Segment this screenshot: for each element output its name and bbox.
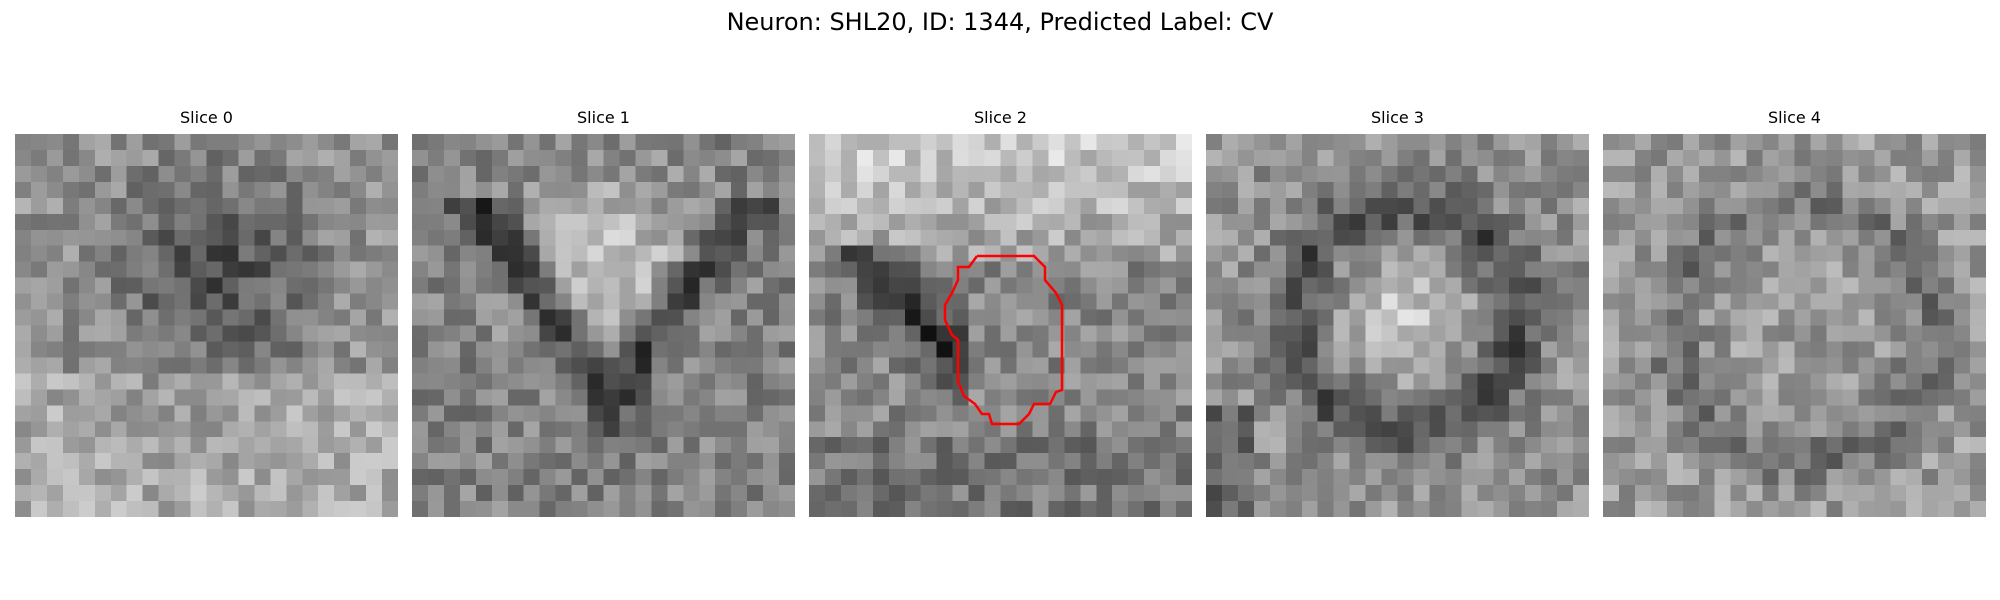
- slice-3-image: [1206, 134, 1589, 517]
- slice-2-image: [809, 134, 1192, 517]
- figure-title: Neuron: SHL20, ID: 1344, Predicted Label…: [726, 8, 1274, 36]
- slice-title: Slice 0: [180, 108, 233, 127]
- roi-overlay: [943, 254, 1064, 426]
- roi-contour: [943, 254, 1064, 426]
- slice-0-image: [15, 134, 398, 517]
- slice-panel-1: Slice 1: [412, 108, 795, 517]
- slice-title: Slice 2: [974, 108, 1027, 127]
- slice-panel-4: Slice 4: [1603, 108, 1986, 517]
- slice-title: Slice 3: [1371, 108, 1424, 127]
- slice-panel-0: Slice 0: [15, 108, 398, 517]
- slice-image: [412, 134, 795, 517]
- slice-image: [1603, 134, 1986, 517]
- slice-1-image: [412, 134, 795, 517]
- slice-4-image: [1603, 134, 1986, 517]
- slice-image: [1206, 134, 1589, 517]
- slice-panel-3: Slice 3: [1206, 108, 1589, 517]
- slice-image: [15, 134, 398, 517]
- slice-title: Slice 4: [1768, 108, 1821, 127]
- slice-panel-2: Slice 2: [809, 108, 1192, 517]
- slice-title: Slice 1: [577, 108, 630, 127]
- slice-image: [809, 134, 1192, 517]
